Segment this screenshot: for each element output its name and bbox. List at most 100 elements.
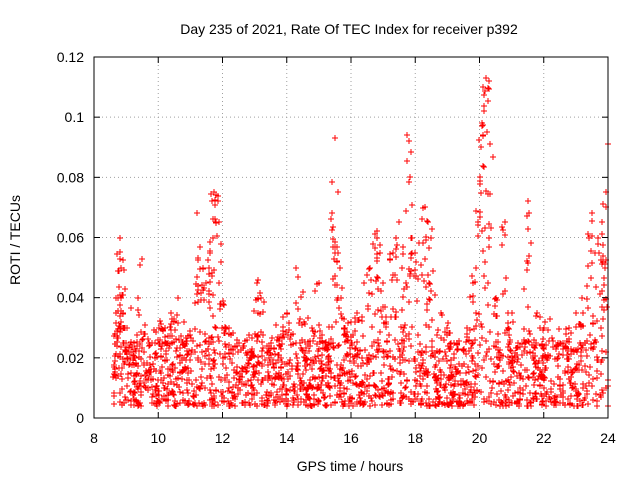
data-point-bg xyxy=(469,341,475,347)
data-point-bg xyxy=(599,333,605,339)
data-point xyxy=(573,310,579,316)
data-point-bg xyxy=(162,340,168,346)
data-point-bg xyxy=(386,332,392,338)
data-point-bg xyxy=(598,359,604,365)
data-point-bg xyxy=(195,299,201,305)
data-point-bg xyxy=(408,149,414,155)
data-point-bg xyxy=(337,385,343,391)
data-point-bg xyxy=(372,311,378,317)
data-point-bg xyxy=(574,393,580,399)
data-point-bg xyxy=(312,288,318,294)
data-point-bg xyxy=(215,334,221,340)
data-point-bg xyxy=(549,335,555,341)
data-point-bg xyxy=(429,226,435,232)
data-point-bg xyxy=(235,349,241,355)
data-point-bg xyxy=(427,403,433,409)
data-point-bg xyxy=(364,376,370,382)
data-point-bg xyxy=(417,341,423,347)
data-point-bg xyxy=(319,352,325,358)
data-point-bg xyxy=(586,372,592,378)
data-point-bg xyxy=(539,372,545,378)
data-point-bg xyxy=(447,365,453,371)
data-point-bg xyxy=(236,379,242,385)
data-point-bg xyxy=(261,299,267,305)
data-point-bg xyxy=(143,385,149,391)
data-point-bg xyxy=(316,322,322,328)
data-point-bg xyxy=(553,402,559,408)
data-point-bg xyxy=(226,379,232,385)
data-point-bg xyxy=(334,259,340,265)
data-point-bg xyxy=(465,392,471,398)
data-point-bg xyxy=(327,393,333,399)
x-tick-label: 8 xyxy=(90,430,98,446)
data-point-bg xyxy=(427,281,433,287)
data-point-bg xyxy=(432,402,438,408)
data-point-bg xyxy=(401,286,407,292)
data-point-bg xyxy=(580,402,586,408)
data-point-bg xyxy=(164,386,170,392)
x-tick-label: 14 xyxy=(279,430,295,446)
data-point-bg xyxy=(601,282,607,288)
data-point-bg xyxy=(591,344,597,350)
data-point-bg xyxy=(134,399,140,405)
data-point-bg xyxy=(548,378,554,384)
data-point-bg xyxy=(446,402,452,408)
data-point-bg xyxy=(186,401,192,407)
data-point-bg xyxy=(449,369,455,375)
data-point-bg xyxy=(206,271,212,277)
data-point-bg xyxy=(497,357,503,363)
data-point-bg xyxy=(117,256,123,262)
data-point-bg xyxy=(590,397,596,403)
data-point-bg xyxy=(433,396,439,402)
data-point-bg xyxy=(138,389,144,395)
data-point-bg xyxy=(294,355,300,361)
data-point xyxy=(309,325,315,331)
data-point-bg xyxy=(235,385,241,391)
data-point-bg xyxy=(333,319,339,325)
data-point-bg xyxy=(433,362,439,368)
data-point-bg xyxy=(497,347,503,353)
data-point-bg xyxy=(208,390,214,396)
data-point-bg xyxy=(413,273,419,279)
data-point-bg xyxy=(417,381,423,387)
data-point-bg xyxy=(239,400,245,406)
data-point-bg xyxy=(542,319,548,325)
data-point-bg xyxy=(327,366,333,372)
data-point-bg xyxy=(312,354,318,360)
data-point-bg xyxy=(197,386,203,392)
data-point-bg xyxy=(547,396,553,402)
data-point-bg xyxy=(213,388,219,394)
data-point xyxy=(566,325,572,331)
data-point-bg xyxy=(480,248,486,254)
data-point-bg xyxy=(548,399,554,405)
data-point xyxy=(367,265,373,271)
data-point-bg xyxy=(499,242,505,248)
data-point-bg xyxy=(296,320,302,326)
data-point-bg xyxy=(274,389,280,395)
data-point-bg xyxy=(118,319,124,325)
data-point-bg xyxy=(225,388,231,394)
data-point-bg xyxy=(211,357,217,363)
data-point-bg xyxy=(568,330,574,336)
data-point-bg xyxy=(393,254,399,260)
data-point-bg xyxy=(505,377,511,383)
data-point-bg xyxy=(246,361,252,367)
data-point-bg xyxy=(348,340,354,346)
data-point xyxy=(255,277,261,283)
data-point-bg xyxy=(590,376,596,382)
data-point-bg xyxy=(177,400,183,406)
data-point-bg xyxy=(416,362,422,368)
data-point-bg xyxy=(312,329,318,335)
data-point-bg xyxy=(419,363,425,369)
data-point-bg xyxy=(505,344,511,350)
data-point-bg xyxy=(398,369,404,375)
data-point-bg xyxy=(145,336,151,342)
data-point-bg xyxy=(339,399,345,405)
data-point-bg xyxy=(492,303,498,309)
data-point-bg xyxy=(380,348,386,354)
data-point-bg xyxy=(199,366,205,372)
data-point-bg xyxy=(177,360,183,366)
data-point-bg xyxy=(560,382,566,388)
data-point-bg xyxy=(287,336,293,342)
data-point-bg xyxy=(473,208,479,214)
